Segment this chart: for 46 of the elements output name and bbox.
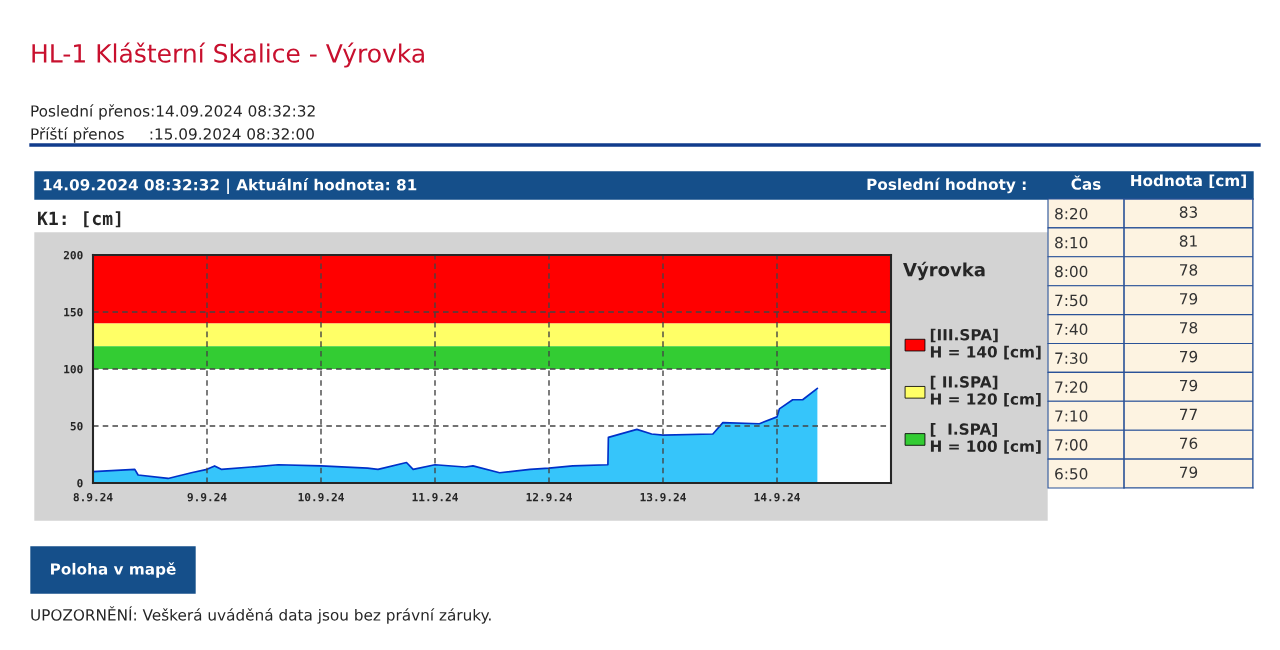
y-tick-label: 7:30 bbox=[1055, 352, 1088, 364]
legend-label: [ II.SPA] H = 120 [cm] bbox=[930, 375, 1041, 407]
y-tick-label: 8:10 bbox=[1055, 236, 1088, 249]
x-tick-label: 10.9.24 bbox=[298, 492, 344, 502]
y-tick-label: 7:50 bbox=[1055, 294, 1088, 307]
x-tick-label: 11.9.24 bbox=[412, 492, 458, 502]
y-tick-label: 7:00 bbox=[1055, 439, 1088, 451]
y-tick-label: 8:00 bbox=[1055, 265, 1088, 278]
y-axis-title: Čas bbox=[1071, 175, 1101, 190]
data-label: 79 bbox=[1180, 350, 1198, 363]
data-label: 77 bbox=[1180, 408, 1197, 420]
text: K1: [cm] bbox=[38, 211, 121, 228]
y-tick-label: 7:10 bbox=[1055, 410, 1088, 422]
x-tick-label: 12.9.24 bbox=[526, 492, 572, 502]
text: Příští přenos :15.09.2024 08:32:00 bbox=[31, 127, 314, 143]
text: 14.09.2024 08:32:32 | Aktuální hodnota: 81 bbox=[43, 178, 417, 194]
data-label: 76 bbox=[1180, 437, 1198, 450]
chart-title: HL-1 Klášterní Skalice - Výrovka bbox=[32, 42, 424, 68]
text: Poslední přenos:14.09.2024 08:32:32 bbox=[31, 104, 315, 120]
x-tick-label: 8.9.24 bbox=[73, 492, 113, 502]
x-tick-label: 13.9.24 bbox=[640, 492, 686, 502]
data-label: 78 bbox=[1180, 264, 1198, 276]
y-tick-label: 50 bbox=[70, 421, 83, 431]
x-tick-label: Hodnota [cm] bbox=[1131, 174, 1246, 189]
y-tick-label: 0 bbox=[77, 478, 83, 488]
text: UPOZORNĚNÍ: Veškerá uváděná data jsou bez právní záruky. bbox=[31, 606, 491, 624]
legend-title: Výrovka bbox=[903, 261, 985, 281]
x-tick-label: 14.9.24 bbox=[754, 492, 800, 502]
y-tick-label: 7:20 bbox=[1055, 381, 1088, 393]
legend-label: [III.SPA] H = 140 [cm] bbox=[930, 328, 1041, 360]
y-tick-label: 200 bbox=[63, 250, 83, 260]
x-tick-label: 9.9.24 bbox=[187, 492, 227, 502]
legend-label: [ I.SPA] H = 100 [cm] bbox=[930, 423, 1041, 454]
data-label: 81 bbox=[1179, 235, 1197, 247]
y-tick-label: 150 bbox=[64, 307, 83, 317]
data-label: 78 bbox=[1180, 321, 1198, 334]
y-tick-label: 7:40 bbox=[1055, 323, 1088, 336]
data-label: 79 bbox=[1180, 466, 1198, 478]
y-tick-label: 6:50 bbox=[1055, 468, 1088, 480]
data-label: 79 bbox=[1180, 379, 1198, 392]
data-label: 79 bbox=[1180, 293, 1198, 305]
y-tick-label: 8:20 bbox=[1055, 207, 1088, 220]
y-tick-label: 100 bbox=[64, 364, 83, 374]
text: Poslední hodnoty : bbox=[867, 177, 1026, 194]
text: Poloha v mapě bbox=[51, 562, 176, 578]
data-label: 83 bbox=[1179, 206, 1197, 218]
